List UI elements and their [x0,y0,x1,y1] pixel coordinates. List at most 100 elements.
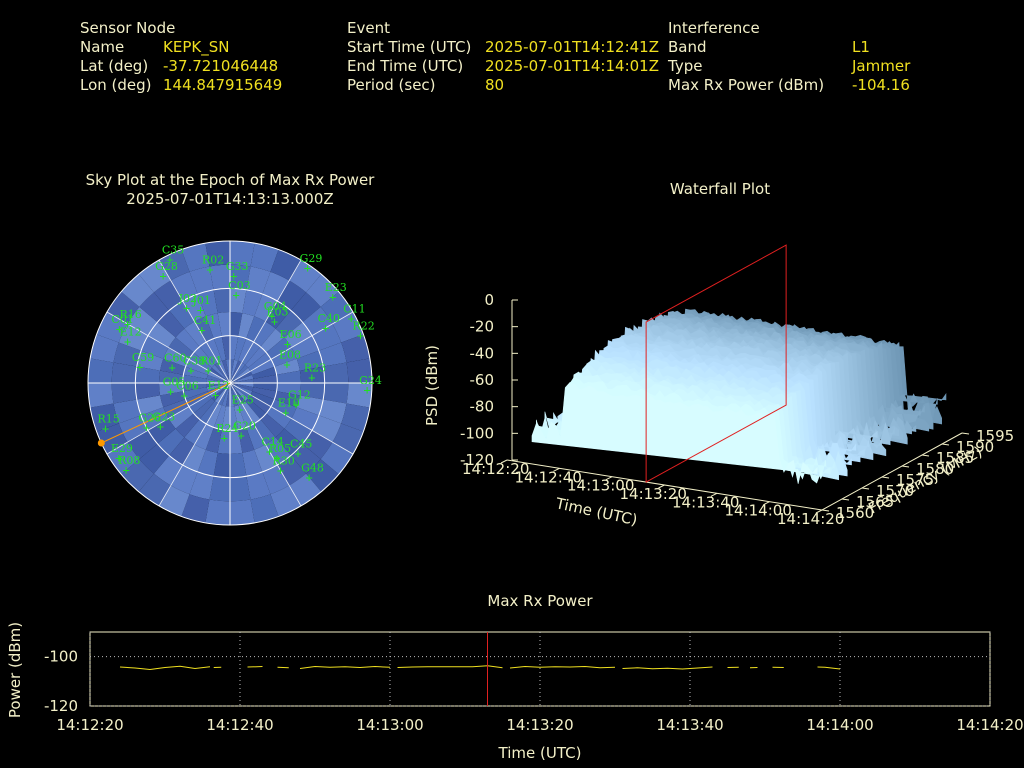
sky-background-cell [274,391,300,408]
waterfall-time-tick-label: 14:12:20 [462,460,529,478]
satellite-point: +R30 [272,454,294,477]
satellite-point: +R24 [216,422,238,445]
sky-background-cell [182,383,207,392]
sky-background-cell [250,243,279,272]
sky-background-cell [213,452,230,478]
sky-background-cell [253,383,278,392]
event-heading: Event [347,19,390,37]
satellite-plus: + [348,312,355,326]
waterfall-time-tick-label: 14:14:20 [777,510,844,528]
sky-background-cell [262,464,290,495]
satellite-point: +G29 [300,252,323,275]
satellite-point: +C14 [261,435,283,458]
interference-direction-line [101,382,231,444]
sky-background-cell [238,403,254,428]
sky-background-cell [318,399,347,424]
sky-background-cell [113,342,142,367]
sky-background-cell [270,347,297,367]
sky-background-cell [205,499,230,525]
satellite-point: +E25 [232,394,254,417]
sky-background-cell [135,383,161,400]
waterfall-time-tick [605,476,613,481]
sky-background-cell [213,288,230,314]
sky-background-cell [183,387,208,400]
satellite-plus: + [273,451,280,465]
sky-background-cell [163,399,190,419]
sky-background-cell [127,306,158,336]
sky-background-cell [230,241,255,267]
satellite-plus: + [122,463,129,477]
waterfall-z-tick-label: 0 [484,291,494,309]
waterfall-time-tick [500,459,508,464]
satellite-point: +C11 [343,303,365,326]
satellite-plus: + [277,463,284,477]
sky-background-cell [141,335,169,359]
sky-background-cell [206,403,222,428]
waterfall-freq-tick [921,454,930,457]
sky-background-cell [168,337,194,360]
sky-background-cell [230,383,254,392]
satellite-label: G24 [359,374,382,387]
sensor-name-label: Name [80,38,125,56]
sky-background-cell [299,383,325,400]
sky-background-cell [148,322,176,348]
sky-background-cell [170,464,198,495]
sky-background-cell [225,383,230,407]
power-x-tick-label: 14:14:00 [806,716,873,734]
sky-background-cell [199,401,219,424]
satellite-label: R02 [202,254,224,267]
sky-background-cell [185,359,210,375]
sky-background-cell [118,415,149,443]
sky-background-cell [252,366,277,379]
satellite-label: C45 [290,437,312,450]
sky-background-cell [230,429,243,454]
sky-background-cell [274,358,300,375]
satellite-point: +C40 [318,312,340,335]
satellite-point: +G26 [138,411,161,434]
satellite-point: +G24 [359,374,382,397]
satellite-point: +E12 [120,326,142,349]
waterfall-z-tick-label: -80 [470,398,495,416]
satellite-point: +C38 [183,354,205,377]
waterfall-z-tick-label: -60 [470,371,495,389]
satellite-label: C59 [132,351,154,364]
sky-background-cell [230,383,251,399]
waterfall-z-tick-label: -40 [470,344,495,362]
sky-background-cell [296,395,324,416]
sky-background-cell [211,364,230,383]
sky-background-cell [242,289,263,317]
satellite-label: G26 [138,411,161,424]
sky-background-cell [230,359,239,383]
sky-background-cell [290,292,321,323]
satellite-point: +C41 [194,314,216,337]
interference-band-value: L1 [852,38,870,56]
sky-background-cell [265,437,291,465]
sky-background-cell [209,383,230,399]
waterfall-time-tick [763,501,770,506]
sky-background-cell [209,264,230,290]
sky-background-cell [277,280,307,311]
waterfall-time-tick-label: 14:14:00 [725,502,792,520]
sky-background-cell [341,403,370,432]
waterfall-freq-axis [821,432,963,511]
satellite-plus: + [206,263,213,277]
sky-background-cell [213,405,226,430]
sky-background-cell [206,383,230,388]
sky-background-cell [121,459,154,492]
sky-background-cell [206,374,230,383]
satellite-point: +G23 [152,410,175,433]
satellite-plus: + [292,397,299,411]
sky-background-cell [253,419,276,445]
sky-background-cell [270,399,297,419]
power-x-tick-label: 14:12:20 [56,716,123,734]
satellite-label: G48 [301,461,324,474]
event-start-value: 2025-07-01T14:12:41Z [485,38,659,56]
sky-background-cell [253,374,278,383]
satellite-label: G29 [300,252,323,265]
satellite-plus: + [271,315,278,329]
satellite-point: +G12 [288,388,311,411]
sky-background-cell [135,366,161,383]
waterfall-time-tick-label: 14:13:20 [620,485,687,503]
waterfall-freq-tick [901,465,910,468]
power-xlabel: Time (UTC) [498,744,582,762]
